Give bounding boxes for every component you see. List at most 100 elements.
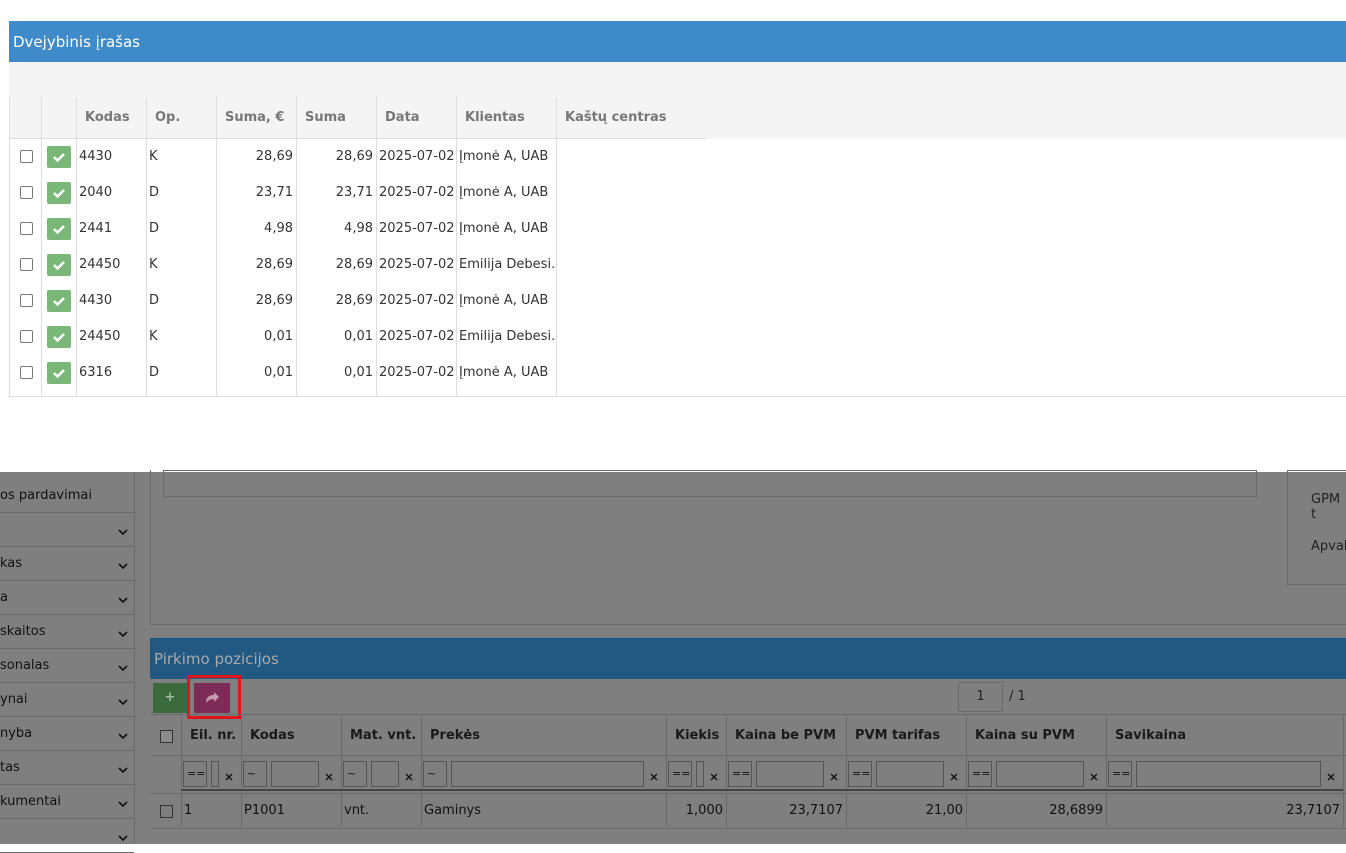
- filter-input[interactable]: [211, 761, 219, 787]
- checkbox[interactable]: [20, 366, 33, 379]
- table-cell: 28,69: [255, 149, 293, 164]
- table-cell: 2025-07-02: [379, 149, 455, 164]
- table-header: [10, 97, 706, 139]
- filter-input[interactable]: [876, 761, 944, 787]
- table-cell: 28,69: [335, 149, 373, 164]
- table-cell: 21,00: [925, 803, 963, 818]
- checkbox[interactable]: [20, 186, 33, 199]
- column-divider: [341, 715, 342, 827]
- chevron: [118, 559, 128, 574]
- table-cell: 6316: [79, 365, 113, 380]
- column-header: Prekės: [430, 728, 480, 743]
- sidebar-item: [0, 819, 134, 853]
- sidebar-item: [0, 513, 134, 547]
- table-cell: 2025-07-02: [379, 257, 455, 272]
- table-cell: Įmonė A, UAB: [459, 221, 549, 236]
- filter-operator[interactable]: ==: [968, 761, 992, 787]
- background: os pardavimai kas a skaitos sonalas ynai nyba t…: [0, 470, 1346, 853]
- table-cell: 23,7107: [1286, 803, 1340, 818]
- column-header: Kaštų centras: [565, 110, 667, 125]
- textarea: [163, 470, 1257, 497]
- column-header: Op.: [155, 110, 181, 125]
- clear-icon: [405, 770, 413, 785]
- column-divider: [1343, 715, 1344, 827]
- table-cell: 2025-07-02: [379, 293, 455, 308]
- table-cell: 28,69: [335, 293, 373, 308]
- add-button[interactable]: +: [153, 683, 187, 713]
- filter-input[interactable]: [996, 761, 1084, 787]
- column-divider: [726, 715, 727, 827]
- summary-label: Apvali: [1311, 539, 1346, 554]
- section-header: [150, 638, 1346, 679]
- modal-title: Dvejybinis įrašas: [13, 33, 140, 51]
- table-cell: 0,01: [264, 329, 293, 344]
- table-cell: D: [149, 365, 160, 380]
- modal: Dvejybinis įrašas Kodas Op. Suma, € Suma Dat…: [9, 21, 1346, 397]
- sidebar-label: ynai: [0, 692, 28, 707]
- clear-icon: [650, 770, 658, 785]
- column-header: Kiekis: [675, 728, 720, 743]
- checkbox[interactable]: [20, 150, 33, 163]
- filter-operator[interactable]: ==: [728, 761, 752, 787]
- filter-operator[interactable]: ==: [848, 761, 872, 787]
- filter-operator[interactable]: ==: [1108, 761, 1132, 787]
- table-cell: 1,000: [685, 803, 723, 818]
- table-cell: 28,69: [255, 257, 293, 272]
- filter-operator[interactable]: ~: [423, 761, 447, 787]
- table-cell: 4,98: [344, 221, 373, 236]
- sidebar-item: [0, 717, 134, 751]
- chevron: [118, 593, 128, 608]
- sidebar-label: os pardavimai: [0, 488, 92, 503]
- checkbox[interactable]: [20, 294, 33, 307]
- filter-input[interactable]: [451, 761, 644, 787]
- sidebar: os pardavimai kas a skaitos sonalas ynai nyba t…: [0, 472, 135, 853]
- filter-operator[interactable]: ==: [668, 761, 692, 787]
- chevron: [118, 627, 128, 642]
- filter-input[interactable]: [271, 761, 319, 787]
- status-icon: [47, 218, 71, 240]
- filter-operator[interactable]: ==: [183, 761, 207, 787]
- table-cell: Įmonė A, UAB: [459, 149, 549, 164]
- column-header: PVM tarifas: [855, 728, 941, 743]
- filter-operator[interactable]: ~: [243, 761, 267, 787]
- sidebar-item: [0, 547, 134, 581]
- column-divider: [216, 97, 217, 396]
- column-divider: [241, 715, 242, 827]
- page-input[interactable]: 1: [958, 682, 1003, 712]
- clear-icon: [325, 770, 333, 785]
- checkbox[interactable]: [20, 330, 33, 343]
- table-cell: Įmonė A, UAB: [459, 293, 549, 308]
- table-header: [150, 715, 1346, 756]
- checkbox[interactable]: [20, 258, 33, 271]
- filter-input[interactable]: [1136, 761, 1321, 787]
- modal-header: [9, 21, 1346, 62]
- filter-input[interactable]: [756, 761, 824, 787]
- column-divider: [666, 715, 667, 827]
- table-cell: P1001: [244, 803, 285, 818]
- clear-icon: [225, 770, 233, 785]
- table-cell: 2025-07-02: [379, 185, 455, 200]
- forward-button[interactable]: [194, 683, 230, 713]
- sidebar-item: [0, 479, 134, 513]
- sidebar-label: skaitos: [0, 624, 46, 639]
- checkbox[interactable]: [20, 222, 33, 235]
- column-divider: [846, 715, 847, 827]
- table-cell: 4430: [79, 149, 113, 164]
- column-divider: [421, 715, 422, 827]
- status-icon: [47, 290, 71, 312]
- table-cell: Emilija Debesi...: [459, 329, 556, 344]
- clear-icon: [1327, 770, 1335, 785]
- sidebar-item: [0, 615, 134, 649]
- filter-input[interactable]: [696, 761, 704, 787]
- table-cell: 23,7107: [789, 803, 843, 818]
- checkbox[interactable]: [160, 730, 173, 743]
- table-cell: 23,71: [335, 185, 373, 200]
- column-divider: [456, 97, 457, 396]
- filter-operator[interactable]: ~: [343, 761, 367, 787]
- checkbox[interactable]: [160, 805, 173, 818]
- column-header: Kodas: [85, 110, 130, 125]
- chevron: [118, 695, 128, 710]
- table-row: [150, 793, 1346, 829]
- sidebar-item: [0, 649, 134, 683]
- filter-input[interactable]: [371, 761, 399, 787]
